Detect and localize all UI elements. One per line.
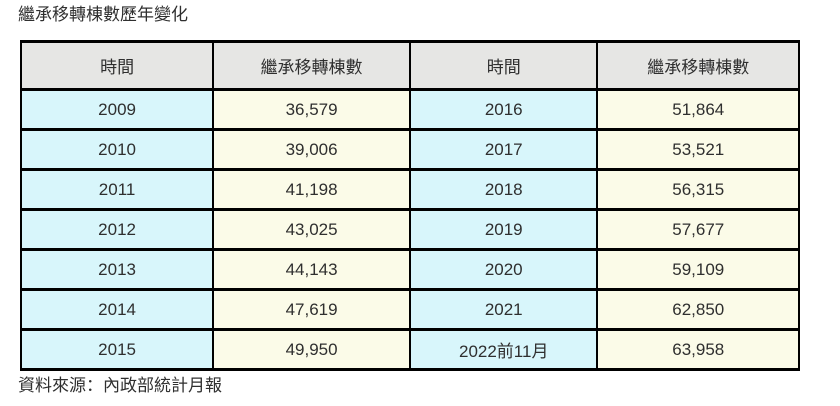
value-cell: 44,143 (212, 248, 411, 291)
table-row: 2011 41,198 2018 56,315 (19, 168, 800, 211)
table-row: 2009 36,579 2016 51,864 (19, 88, 800, 131)
year-cell: 2022前11月 (408, 328, 599, 371)
year-cell: 2016 (408, 88, 599, 131)
year-cell: 2010 (19, 128, 215, 171)
year-cell: 2015 (19, 328, 215, 371)
year-cell: 2018 (408, 168, 599, 211)
value-cell: 62,850 (596, 288, 800, 331)
value-cell: 59,109 (596, 248, 800, 291)
value-cell: 47,619 (212, 288, 411, 331)
year-cell: 2021 (408, 288, 599, 331)
year-cell: 2020 (408, 248, 599, 291)
year-cell: 2009 (19, 88, 215, 131)
column-header-time: 時間 (408, 40, 599, 91)
year-cell: 2014 (19, 288, 215, 331)
year-cell: 2011 (19, 168, 215, 211)
header-row: 時間 繼承移轉棟數 時間 繼承移轉棟數 (19, 40, 800, 91)
year-cell: 2012 (19, 208, 215, 251)
value-cell: 51,864 (596, 88, 800, 131)
value-cell: 41,198 (212, 168, 411, 211)
page-title: 繼承移轉棟數歷年變化 (18, 5, 188, 24)
column-header-count: 繼承移轉棟數 (596, 40, 800, 91)
table-row: 2012 43,025 2019 57,677 (19, 208, 800, 251)
value-cell: 63,958 (596, 328, 800, 371)
value-cell: 39,006 (212, 128, 411, 171)
value-cell: 43,025 (212, 208, 411, 251)
table-body: 2009 36,579 2016 51,864 2010 39,006 2017 53,521… (19, 88, 800, 371)
value-cell: 49,950 (212, 328, 411, 371)
source-note: 資料來源：內政部統計月報 (18, 376, 222, 395)
value-cell: 36,579 (212, 88, 411, 131)
table-head: 時間 繼承移轉棟數 時間 繼承移轉棟數 (19, 40, 800, 91)
table-row: 2013 44,143 2020 59,109 (19, 248, 800, 291)
value-cell: 57,677 (596, 208, 800, 251)
page: 繼承移轉棟數歷年變化 時間 繼承移轉棟數 時間 繼承移轉棟數 2009 36,579 20… (0, 5, 840, 396)
table-row: 2010 39,006 2017 53,521 (19, 128, 800, 171)
value-cell: 53,521 (596, 128, 800, 171)
year-cell: 2019 (408, 208, 599, 251)
table-row: 2015 49,950 2022前11月 63,958 (19, 328, 800, 371)
column-header-time: 時間 (19, 40, 215, 91)
table-row: 2014 47,619 2021 62,850 (19, 288, 800, 331)
data-table: 時間 繼承移轉棟數 時間 繼承移轉棟數 2009 36,579 2016 51,864 201… (19, 40, 800, 371)
column-header-count: 繼承移轉棟數 (212, 40, 411, 91)
year-cell: 2017 (408, 128, 599, 171)
value-cell: 56,315 (596, 168, 800, 211)
year-cell: 2013 (19, 248, 215, 291)
